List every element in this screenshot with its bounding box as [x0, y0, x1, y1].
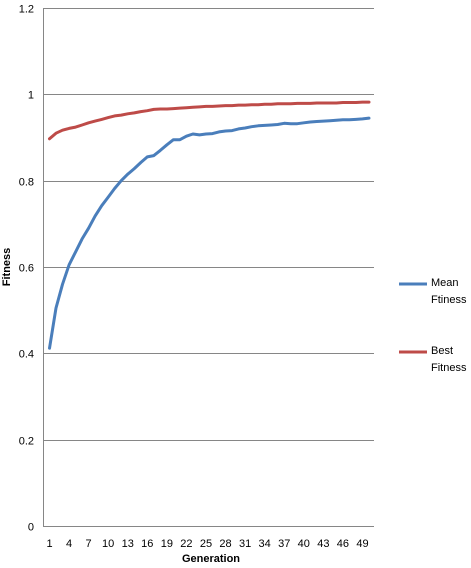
series-lines [48, 100, 371, 350]
x-tick-label: 31 [239, 538, 251, 550]
x-axis-title: Generation [182, 553, 240, 565]
x-tick-label: 25 [200, 538, 212, 550]
x-tick-label: 16 [141, 538, 153, 550]
x-tick-label: 43 [317, 538, 329, 550]
y-axis-title: Fitness [1, 248, 13, 287]
x-tick-label: 7 [86, 538, 92, 550]
legend-label: Ftiness [431, 294, 467, 306]
y-tick-label: 0.6 [19, 263, 34, 275]
x-tick-label: 13 [122, 538, 134, 550]
x-tick-label: 49 [356, 538, 368, 550]
x-tick-label: 10 [102, 538, 114, 550]
x-tick-label: 37 [278, 538, 290, 550]
legend: Mean Ftiness Best Fitness [399, 277, 467, 374]
series-line-0 [48, 116, 371, 350]
y-tick-label: 0 [28, 522, 34, 534]
x-tick-label: 40 [298, 538, 310, 550]
x-tick-label: 4 [66, 538, 72, 550]
y-tick-label: 1.2 [19, 4, 34, 16]
series-line-1 [48, 100, 371, 141]
y-tick-labels: 0 0.2 0.4 0.6 0.8 1 1.2 [19, 4, 34, 534]
y-tick-label: 0.4 [19, 349, 34, 361]
y-tick-label: 1 [28, 90, 34, 102]
x-tick-label: 1 [46, 538, 52, 550]
x-tick-label: 46 [337, 538, 349, 550]
legend-label: Fitness [431, 362, 467, 374]
y-tick-label: 0.2 [19, 436, 34, 448]
y-tick-label: 0.8 [19, 177, 34, 189]
x-tick-label: 28 [219, 538, 231, 550]
legend-label: Best [431, 345, 453, 357]
x-tick-label: 19 [161, 538, 173, 550]
gridlines [43, 8, 374, 441]
x-tick-labels: 1 4 7 10 13 16 19 22 25 28 31 34 37 40 43 46 49 [46, 538, 368, 550]
x-tick-label: 22 [180, 538, 192, 550]
x-tick-label: 34 [259, 538, 271, 550]
legend-label: Mean [431, 277, 459, 289]
axes [43, 8, 374, 527]
